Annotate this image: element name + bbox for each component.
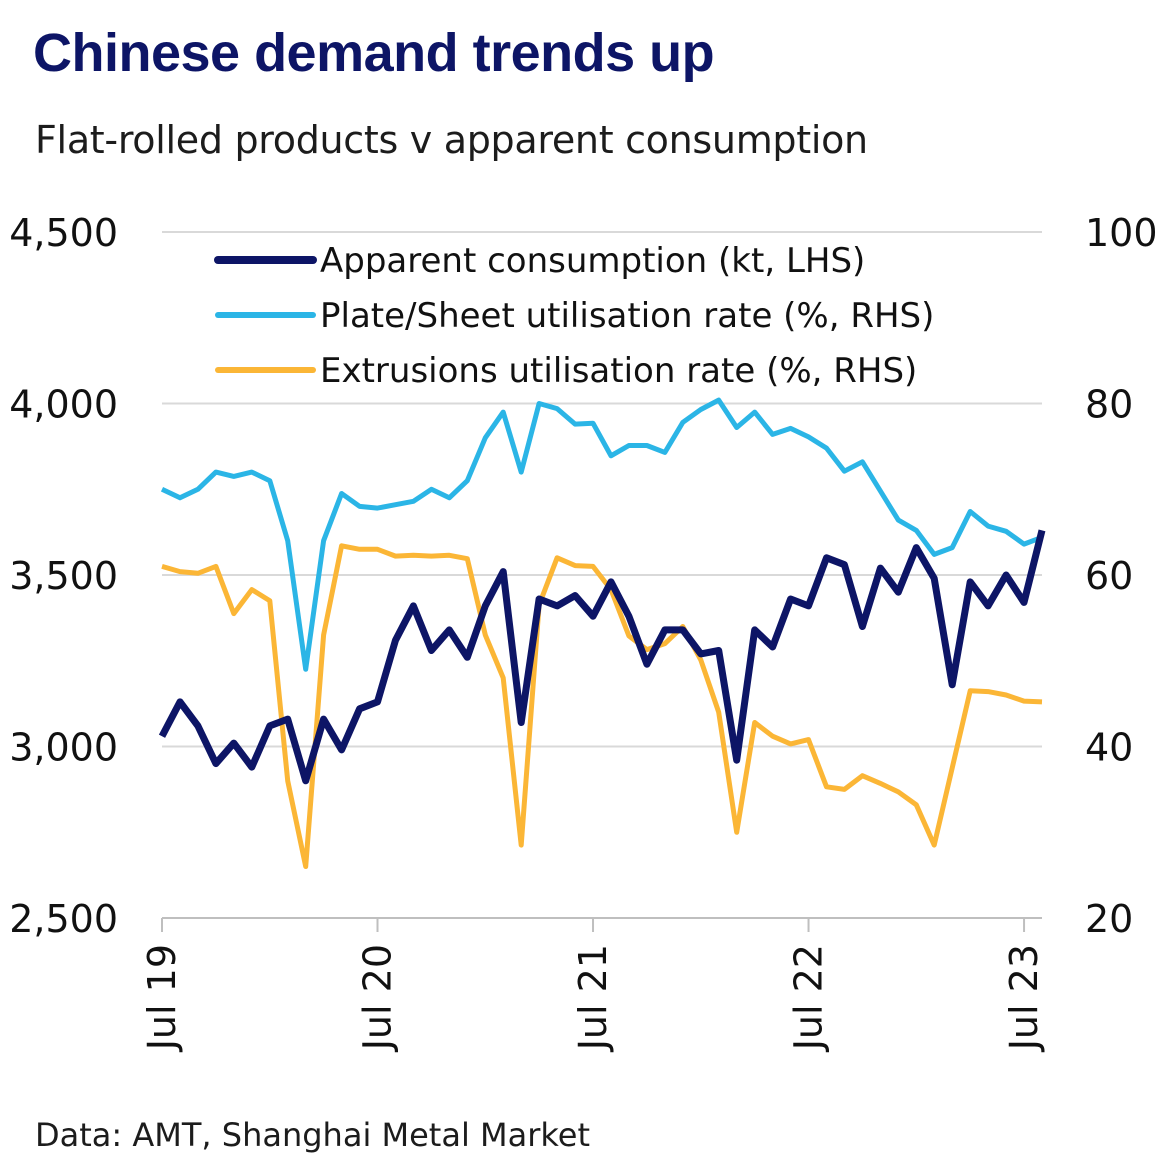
- y-right-tick-label: 40: [1085, 726, 1133, 770]
- legend-label: Plate/Sheet utilisation rate (%, RHS): [320, 296, 934, 336]
- x-tick-label: Jul 21: [571, 944, 615, 1052]
- source-note: Data: AMT, Shanghai Metal Market: [35, 1116, 591, 1154]
- y-left-tick-label: 4,500: [9, 211, 118, 255]
- x-tick-label: Jul 22: [787, 944, 831, 1052]
- y-left-tick-label: 4,000: [9, 383, 118, 427]
- series-lines: [158, 397, 1046, 869]
- plate-sheet-line: [160, 397, 1043, 672]
- y-right-tick-label: 20: [1085, 897, 1133, 941]
- extrusions-line: [161, 543, 1043, 869]
- chart-subtitle: Flat-rolled products v apparent consumpt…: [35, 118, 868, 162]
- line-chart: 2,500 3,000 3,500 4,000 4,500 20 40 60 80 100 Jul …: [9, 211, 1157, 1052]
- chart-title: Chinese demand trends up: [33, 23, 715, 83]
- y-right-tick-label: 60: [1085, 554, 1133, 598]
- x-tick-label: Jul 19: [140, 944, 184, 1052]
- legend: Apparent consumption (kt, LHS) Plate/Shee…: [214, 241, 934, 391]
- axes: 2,500 3,000 3,500 4,000 4,500 20 40 60 80 100 Jul …: [9, 211, 1157, 1052]
- y-right-tick-label: 80: [1085, 383, 1133, 427]
- x-tick-label: Jul 20: [356, 944, 400, 1052]
- y-left-tick-label: 2,500: [9, 897, 118, 941]
- legend-label: Apparent consumption (kt, LHS): [320, 241, 865, 281]
- y-left-tick-label: 3,500: [9, 554, 118, 598]
- legend-label: Extrusions utilisation rate (%, RHS): [320, 351, 917, 391]
- x-tick-label: Jul 23: [1002, 944, 1046, 1052]
- y-right-tick-label: 100: [1085, 211, 1158, 255]
- apparent-consumption-line: [158, 529, 1046, 785]
- y-left-tick-label: 3,000: [9, 726, 118, 770]
